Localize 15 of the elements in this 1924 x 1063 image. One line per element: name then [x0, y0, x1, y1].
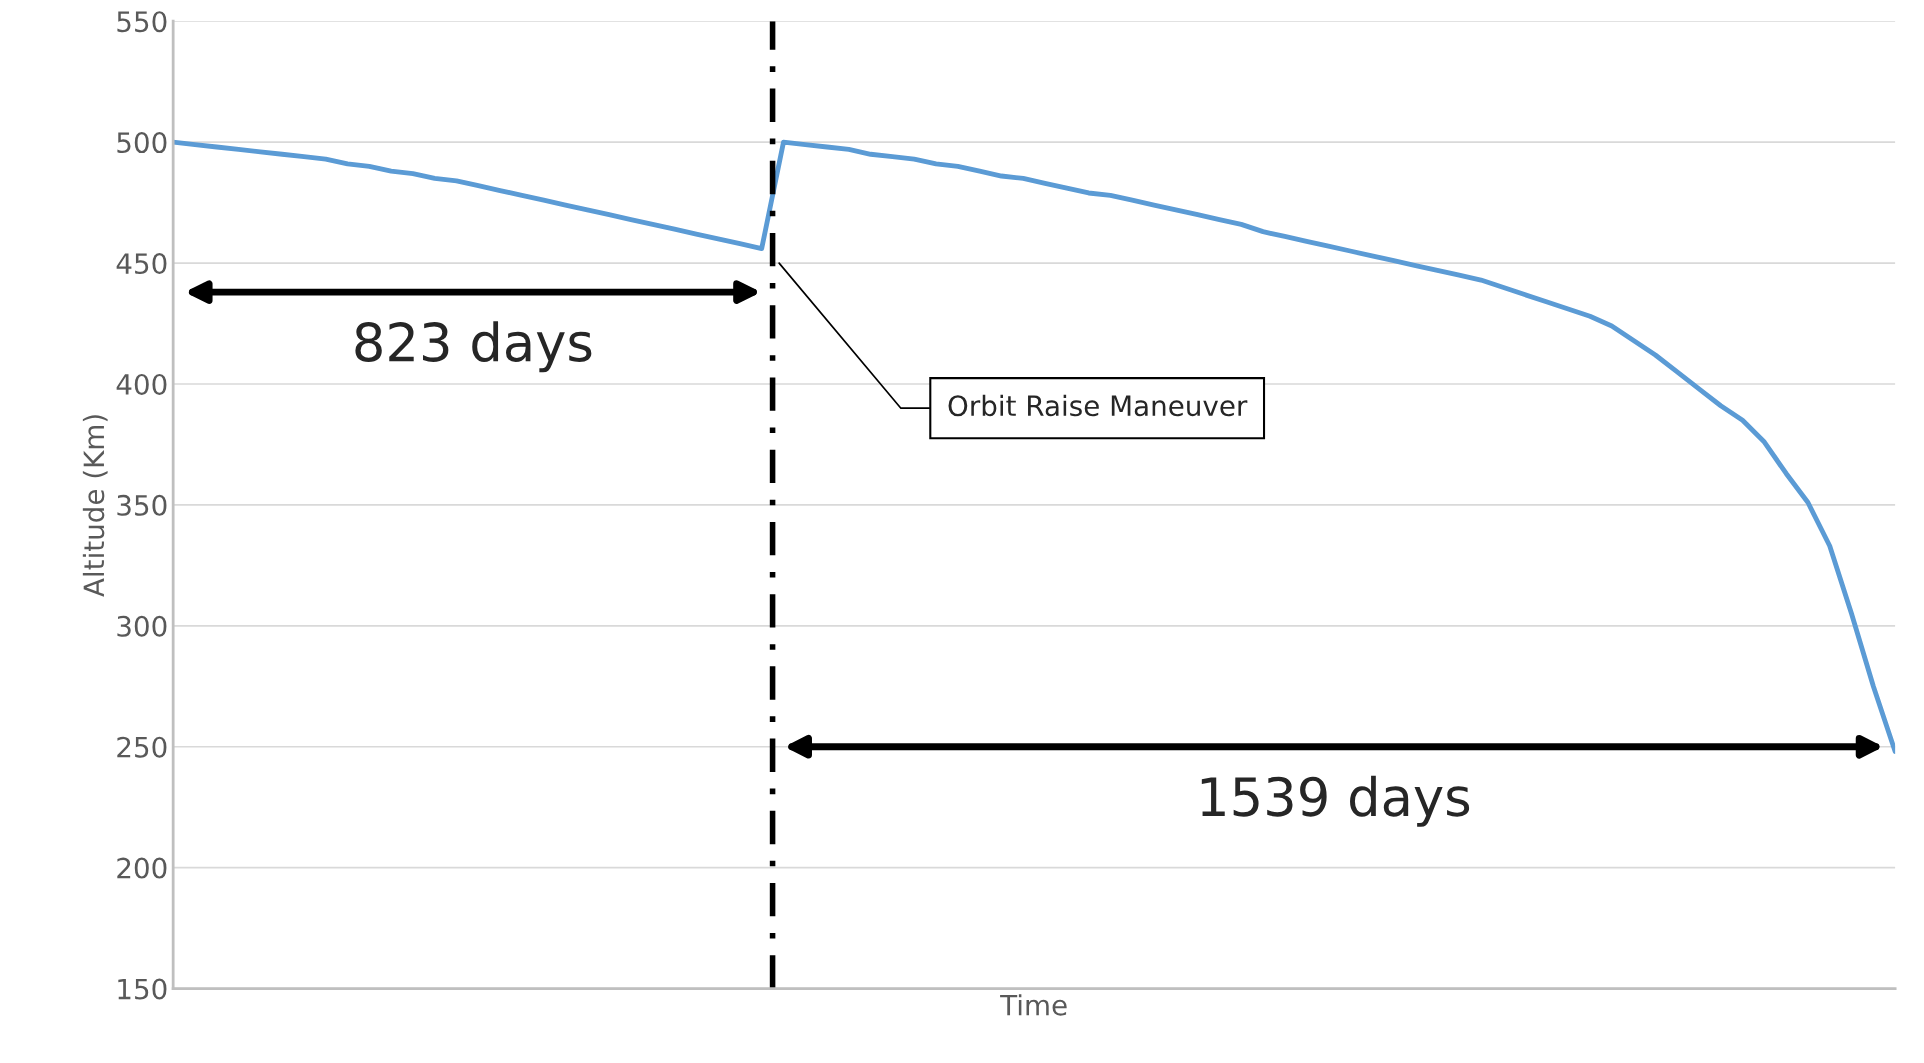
y-tick-label: 150 — [118, 978, 167, 1000]
y-tick-label: 550 — [117, 11, 167, 33]
y-tick-label: 400 — [116, 373, 167, 395]
annotation: 1539 days — [1201, 775, 1470, 827]
y-tick-label: 500 — [117, 132, 167, 154]
y-tick-label: 450 — [116, 253, 167, 275]
y-tick-label: 250 — [117, 736, 167, 758]
annotation: 823 days — [355, 321, 592, 373]
y-tick-label: 350 — [117, 494, 167, 516]
annotation: Orbit Raise Maneuver — [948, 394, 1248, 417]
y-tick-label: 300 — [117, 615, 167, 637]
y-axis-title: Altitude (Km) — [82, 415, 108, 597]
y-tick-label: 200 — [117, 857, 167, 879]
x-axis-title: Time — [1000, 994, 1067, 1016]
line-series — [173, 139, 1896, 755]
